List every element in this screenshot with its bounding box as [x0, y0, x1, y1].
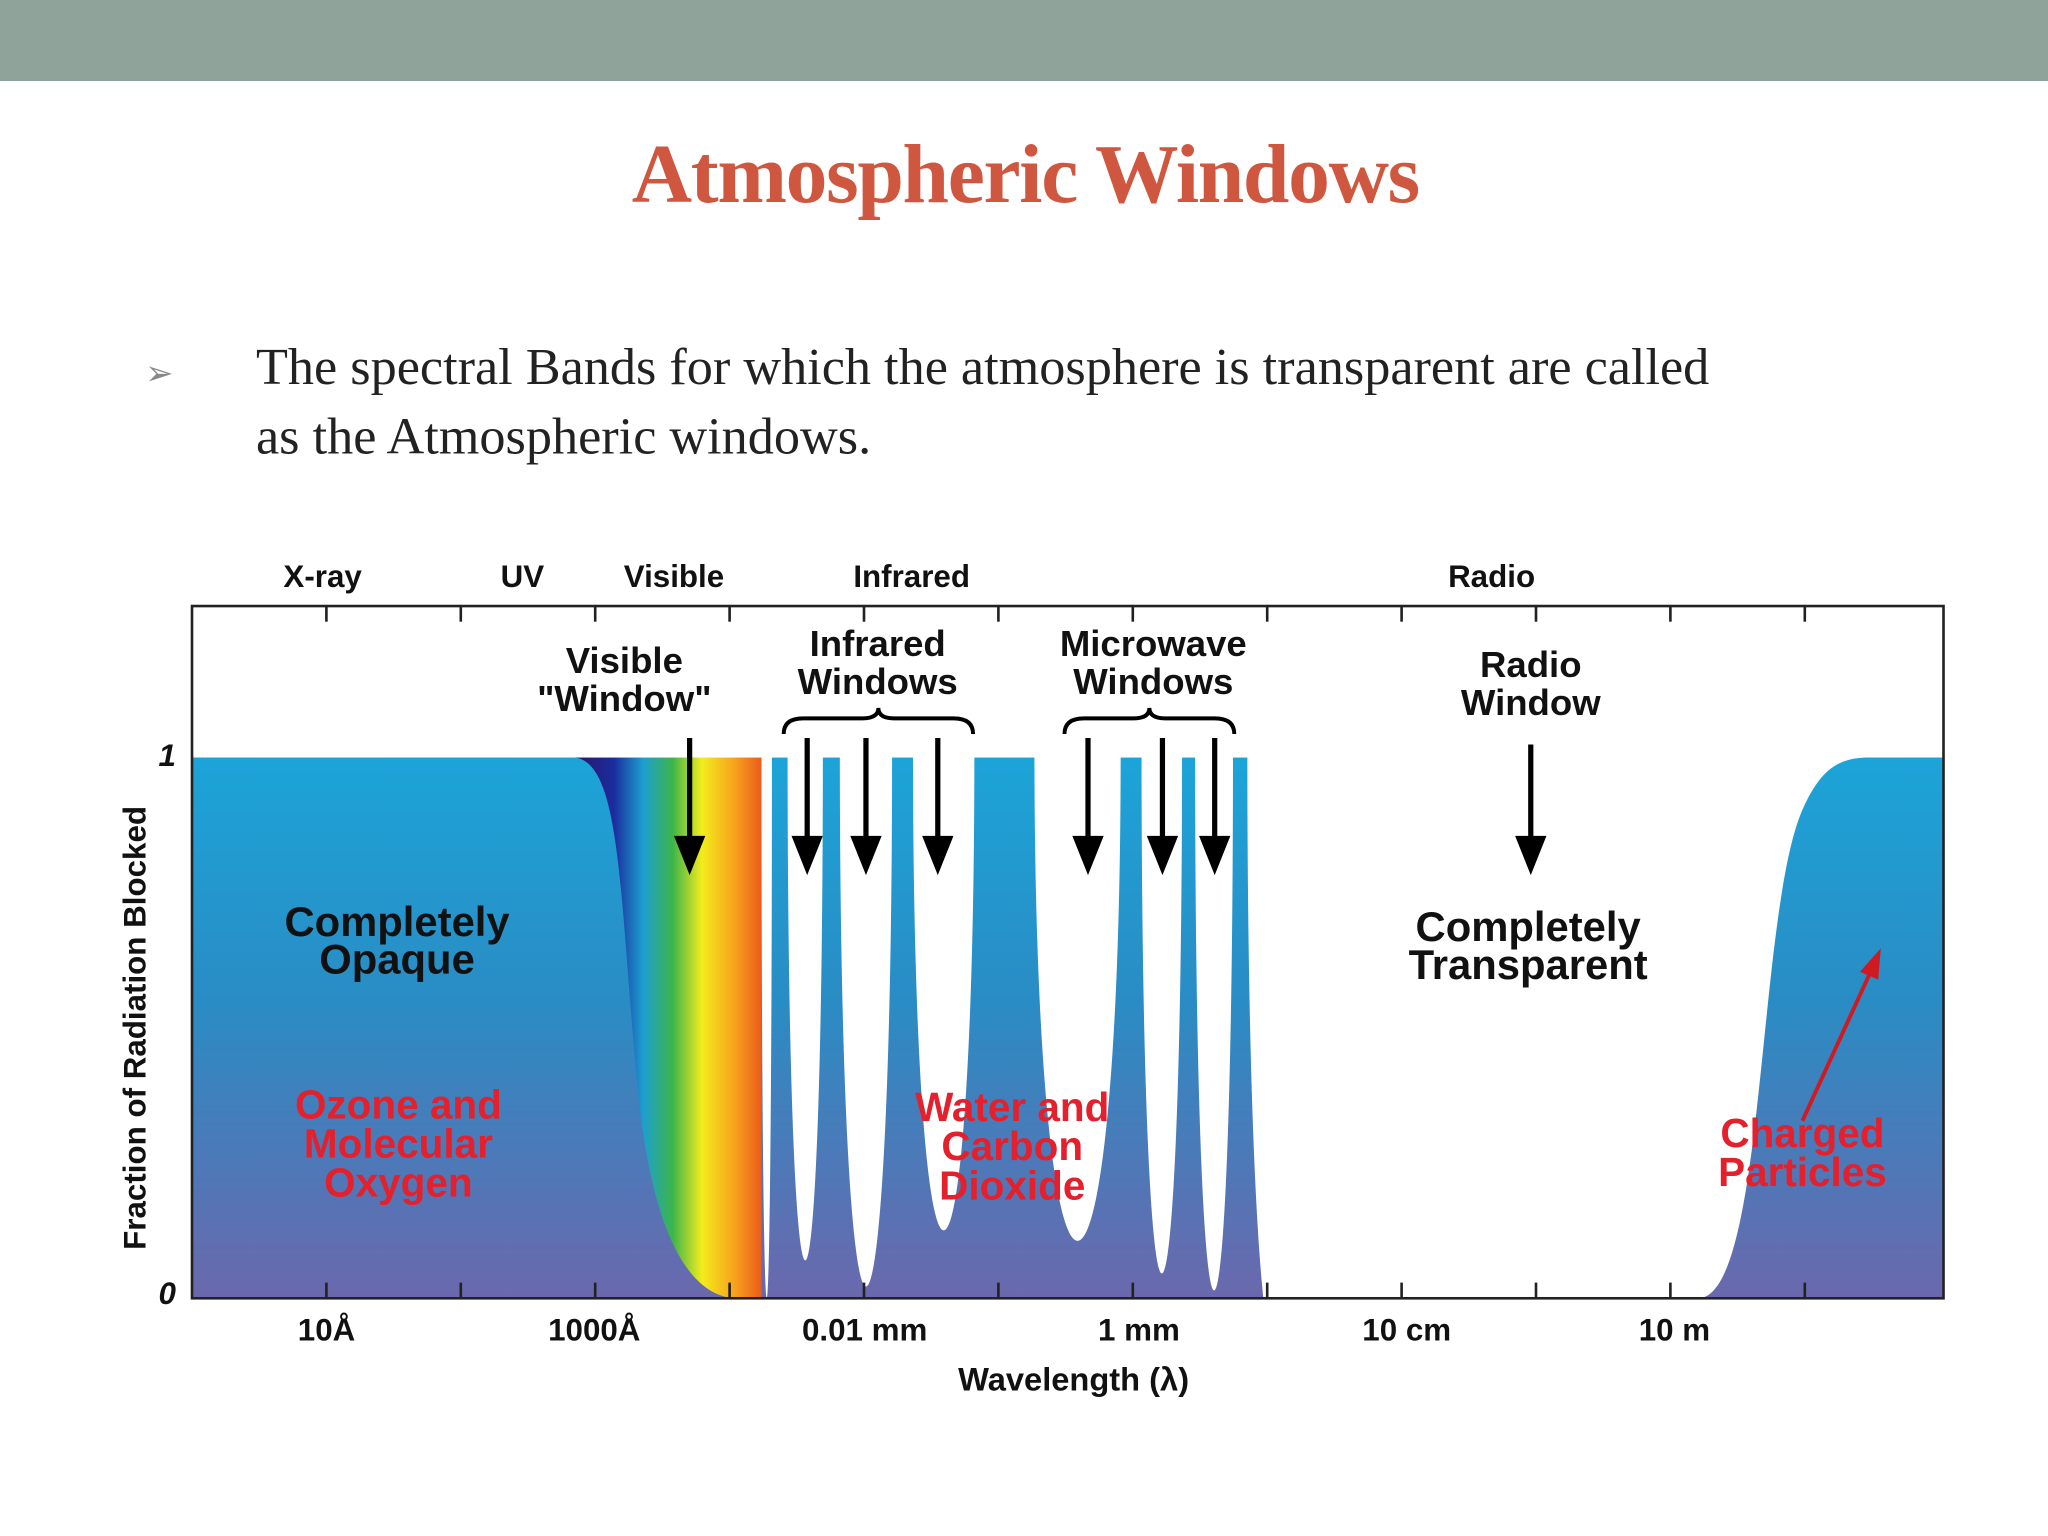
band-label: Infrared: [853, 559, 970, 594]
window-gap: [1034, 751, 1121, 1241]
absorber-note: Particles: [1718, 1149, 1887, 1195]
absorber-note: Dioxide: [939, 1162, 1085, 1208]
x-axis-label: Wavelength (λ): [958, 1361, 1189, 1398]
annotation: Visible: [566, 640, 683, 681]
band-label: UV: [501, 559, 545, 594]
slide-title: Atmospheric Windows: [632, 129, 1419, 221]
absorber-note: Ozone and: [295, 1081, 502, 1127]
window-gap: [761, 751, 772, 1299]
window-gap: [1195, 751, 1233, 1291]
window-gap: [839, 751, 893, 1287]
figure: X-ray UV Visible Infrared Radio Fraction of R…: [117, 559, 1945, 1398]
y-axis-label: Fraction of Radiation Blocked: [117, 806, 152, 1250]
arrow-head: [1146, 835, 1179, 876]
bullet-text: as the Atmospheric windows.: [256, 407, 871, 465]
annotation: Opaque: [319, 936, 475, 983]
annotation: Transparent: [1409, 941, 1648, 988]
arrow-head: [922, 835, 954, 876]
opacity-region: [761, 757, 1271, 1299]
brace: [1062, 707, 1237, 735]
y-tick-label: 0: [158, 1276, 176, 1311]
x-tick-label: 10Å: [298, 1313, 355, 1348]
pointer-head: [1859, 948, 1881, 980]
x-tick-label: 10 m: [1639, 1313, 1710, 1348]
arrow-head: [1515, 835, 1547, 876]
bullet-text: The spectral Bands for which the atmosph…: [256, 338, 1709, 396]
window-gap: [787, 751, 823, 1261]
pointer-arrow: [1800, 965, 1875, 1122]
absorber-note: Oxygen: [324, 1160, 472, 1206]
opacity-region: [1697, 757, 1944, 1299]
band-label: X-ray: [283, 559, 362, 594]
band-label: Radio: [1448, 559, 1535, 594]
arrow-head: [673, 835, 706, 876]
window-gap: [1141, 751, 1183, 1274]
annotation: Completely: [1416, 903, 1642, 950]
x-tick-label: 0.01 mm: [802, 1313, 927, 1348]
absorber-note: Water and: [915, 1084, 1109, 1130]
bullet-marker: ➢: [145, 353, 173, 393]
annotation: Infrared: [810, 623, 946, 664]
brace: [781, 707, 976, 735]
x-tick-label: 1000Å: [548, 1313, 640, 1348]
annotation: Windows: [798, 661, 958, 702]
annotation: Window: [1461, 682, 1601, 723]
top-bar: [0, 0, 2048, 81]
window-gap: [912, 751, 975, 1231]
plot-frame: [190, 604, 1945, 1300]
annotation: Microwave: [1060, 623, 1247, 664]
arrow-head: [850, 835, 882, 876]
band-label: Visible: [624, 559, 724, 594]
annotation: Windows: [1073, 661, 1233, 702]
mask: [1266, 751, 1320, 1299]
x-tick-label: 1 mm: [1098, 1313, 1180, 1348]
annotation: Completely: [284, 898, 510, 945]
absorber-note: Molecular: [304, 1120, 493, 1166]
arrow-head: [1199, 835, 1231, 876]
arrow-head: [791, 835, 823, 876]
y-tick-label: 1: [158, 738, 175, 773]
x-tick-label: 10 cm: [1362, 1313, 1451, 1348]
arrow-head: [1072, 835, 1104, 876]
opacity-region: [192, 757, 738, 1299]
annotation: Radio: [1480, 644, 1582, 685]
annotation: "Window": [537, 678, 711, 719]
absorber-note: Carbon: [941, 1123, 1083, 1169]
